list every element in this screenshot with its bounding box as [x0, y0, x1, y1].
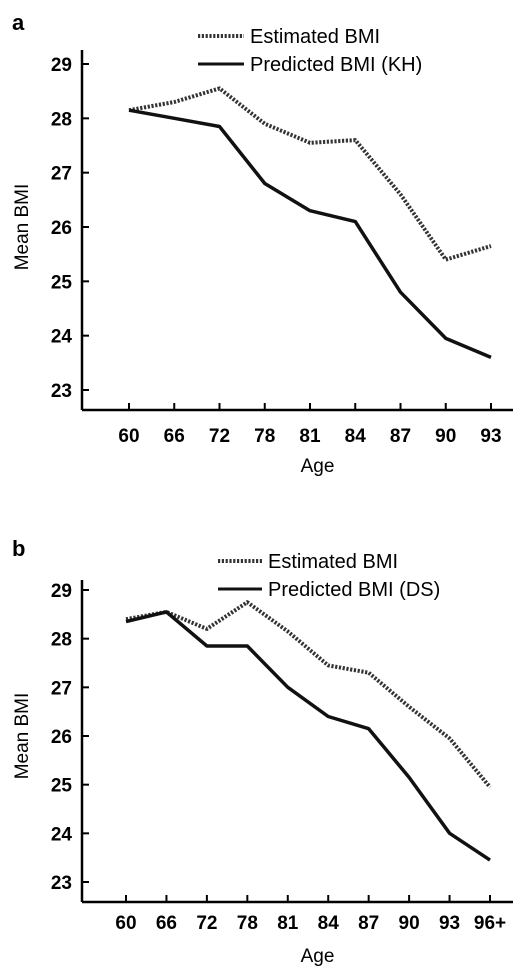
x-tick-label: 60 — [115, 913, 136, 934]
legend-label: Estimated BMI — [250, 26, 380, 48]
x-tick-label: 93 — [480, 426, 501, 447]
legend-label: Estimated BMI — [268, 551, 398, 573]
y-tick-label: 26 — [51, 218, 72, 239]
legend-label: Predicted BMI (DS) — [268, 579, 440, 601]
y-tick-label: 23 — [51, 381, 72, 402]
x-axis-label: Age — [301, 946, 335, 967]
y-tick-label: 24 — [51, 824, 73, 845]
series-line-predicted — [128, 108, 492, 360]
panel-label: b — [12, 536, 25, 561]
series-line-estimated — [125, 600, 492, 789]
x-tick-label: 96+ — [474, 913, 506, 934]
y-axis-label: Mean BMI — [12, 184, 33, 271]
y-tick-label: 27 — [51, 164, 72, 185]
x-tick-label: 66 — [156, 913, 177, 934]
y-tick-label: 28 — [51, 630, 72, 651]
chart-panel-b: b 23 24 25 26 27 28 29 60 66 72 78 81 84 87 90 93 96+ Age M… — [12, 536, 513, 967]
x-tick-label: 72 — [209, 426, 230, 447]
x-tick-label: 81 — [299, 426, 321, 447]
y-tick-label: 29 — [51, 55, 72, 76]
y-tick-label: 29 — [51, 581, 72, 602]
y-tick-label: 28 — [51, 109, 72, 130]
x-tick-label: 81 — [277, 913, 299, 934]
x-tick-label: 72 — [196, 913, 217, 934]
series-line-estimated — [128, 86, 492, 262]
x-tick-label: 66 — [164, 426, 185, 447]
x-tick-label: 87 — [358, 913, 379, 934]
x-tick-label: 87 — [390, 426, 411, 447]
x-tick-label: 90 — [399, 913, 420, 934]
x-axis-label: Age — [301, 456, 335, 477]
y-tick-label: 25 — [51, 776, 73, 797]
panel-label: a — [12, 10, 25, 35]
y-axis-label: Mean BMI — [12, 693, 33, 780]
chart-panel-a: a 23 24 25 26 27 28 29 60 66 72 78 81 84 87 90 93 Age Mean… — [12, 10, 513, 477]
x-tick-label: 60 — [118, 426, 139, 447]
x-tick-label: 84 — [318, 913, 340, 934]
series-line-predicted — [125, 610, 491, 862]
y-tick-label: 24 — [51, 327, 73, 348]
y-tick-label: 27 — [51, 678, 72, 699]
y-tick-label: 23 — [51, 873, 72, 894]
legend-label: Predicted BMI (KH) — [250, 54, 422, 76]
x-tick-label: 90 — [435, 426, 456, 447]
x-tick-label: 84 — [345, 426, 367, 447]
y-tick-label: 25 — [51, 272, 73, 293]
x-tick-label: 78 — [237, 913, 258, 934]
x-tick-label: 93 — [439, 913, 460, 934]
x-tick-label: 78 — [254, 426, 275, 447]
y-tick-label: 26 — [51, 727, 72, 748]
